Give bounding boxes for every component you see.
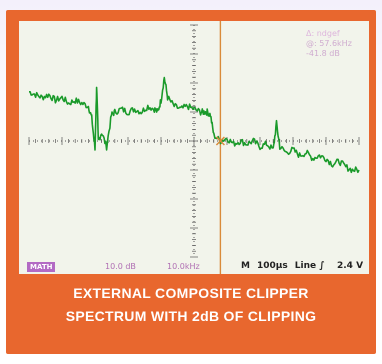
graticule: [28, 24, 360, 258]
spectrum-plot: [28, 21, 360, 274]
trigger-level: 2.4 V: [337, 261, 364, 271]
marker-stroke: [215, 136, 225, 146]
timebase-time: 100µs: [256, 261, 288, 271]
frequency-scale: 10.0kHz: [167, 262, 200, 271]
readout-level: -41.8 dB: [306, 49, 340, 58]
caption-line-1: EXTERNAL COMPOSITE CLIPPER: [73, 285, 309, 301]
math-channel-badge: MATH: [27, 262, 56, 272]
timebase-readout: M 100µs Line ∫: [241, 261, 332, 271]
figure-caption: EXTERNAL COMPOSITE CLIPPER SPECTRUM WITH…: [6, 282, 376, 328]
readout-frequency: @: 57.6kHz: [306, 39, 352, 48]
vertical-scale: 10.0 dB: [105, 262, 136, 271]
oscilloscope-screen: Δ: ndgef @: 57.6kHz -41.8 dB M 100µs Line …: [19, 21, 369, 274]
timebase-mode: M: [241, 261, 250, 271]
status-bar: MATH 10.0 dB 10.0kHz: [27, 261, 379, 273]
readout-line-1: Δ: ndgef: [306, 29, 340, 38]
spectrum-trace: [29, 76, 360, 174]
caption-line-2: SPECTRUM WITH 2dB OF CLIPPING: [65, 308, 317, 324]
cursor-marker: [215, 136, 225, 146]
trigger-source: Line ∫: [294, 261, 325, 271]
